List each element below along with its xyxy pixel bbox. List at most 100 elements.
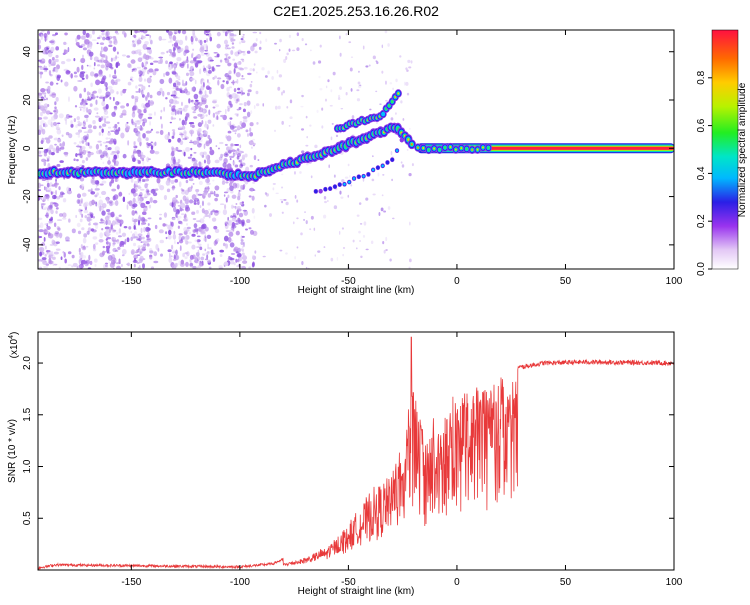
spectrogram-noise-speck: [80, 252, 84, 257]
spectrogram-noise-speck: [154, 68, 159, 72]
colorbar-tick-label-3: 0.6: [696, 118, 707, 132]
spectrogram-noise-speck: [54, 101, 57, 106]
spectrogram-noise-speck: [223, 261, 229, 267]
spectrogram-noise-speck: [181, 101, 183, 106]
spectrogram-noise-speck: [59, 232, 63, 239]
spectrogram-noise-speck: [372, 193, 376, 196]
spectrogram-ridge-cell: [323, 187, 328, 192]
spectrogram-noise-speck: [234, 51, 240, 57]
spectrogram-noise-speck: [58, 113, 64, 119]
spectrogram-noise-speck: [68, 115, 73, 118]
spectrogram-noise-speck: [408, 66, 412, 69]
spectrogram-noise-speck: [133, 43, 136, 48]
spectrogram-noise-speck: [50, 63, 56, 66]
spectrogram-noise-speck: [128, 63, 132, 69]
spectrogram-noise-speck: [241, 151, 244, 154]
spectrogram-noise-speck: [116, 91, 119, 95]
spectrogram-noise-speck: [90, 191, 96, 195]
spectrogram-noise-speck: [203, 123, 209, 128]
spectrogram-noise-speck: [335, 134, 339, 138]
spectrogram-noise-speck: [78, 140, 82, 144]
spectrogram-noise-speck: [108, 227, 111, 234]
spectrogram-ridge-cell: [433, 147, 436, 150]
spectrogram-noise-speck: [79, 218, 83, 223]
spectrogram-noise-speck: [78, 208, 82, 213]
spectrogram-noise-speck: [131, 111, 136, 118]
spectrogram-noise-speck: [52, 261, 55, 267]
spectrogram-noise-speck: [111, 151, 117, 154]
spectrogram-noise-speck: [39, 73, 42, 79]
spectrogram-noise-speck: [230, 239, 234, 242]
spectrogram-noise-speck: [175, 75, 181, 80]
spectrogram-noise-speck: [205, 178, 211, 184]
spectrogram-noise-speck: [118, 214, 122, 218]
spectrogram-noise-speck: [178, 181, 182, 188]
spectrogram-noise-speck: [207, 247, 212, 250]
spectrogram-noise-speck: [60, 143, 64, 147]
snr-x-tick-label-2: -50: [341, 577, 356, 588]
spectrogram-noise-speck: [43, 67, 49, 71]
spectrogram-noise-speck: [152, 70, 157, 76]
spectrogram-noise-speck: [278, 48, 281, 52]
spectrogram-noise-speck: [391, 217, 395, 220]
spectrogram-noise-speck: [92, 94, 96, 100]
spectrogram-noise-speck: [185, 204, 190, 209]
spectrogram-noise-speck: [138, 258, 143, 264]
spectrogram-noise-speck: [45, 209, 50, 216]
spectrogram-noise-speck: [339, 190, 342, 195]
spectrogram-noise-speck: [358, 84, 362, 89]
spectrogram-noise-speck: [149, 56, 151, 60]
spectrogram-ridge-cell: [394, 96, 397, 99]
spectrogram-noise-speck: [229, 260, 235, 265]
spectrogram-noise-speck: [182, 195, 187, 201]
spectrogram-noise-speck: [150, 101, 155, 105]
spectrogram-noise-speck: [48, 260, 54, 265]
spectrogram-noise-speck: [107, 132, 111, 136]
spectrogram-noise-speck: [86, 231, 89, 234]
spectrogram-noise-speck: [82, 30, 86, 36]
spectrogram-noise-speck: [38, 189, 42, 192]
spectrogram-noise-speck: [53, 251, 59, 255]
spectrogram-noise-speck: [301, 260, 304, 266]
spectrogram-noise-speck: [198, 243, 202, 246]
spectrogram-noise-speck: [149, 62, 154, 66]
spectrogram-noise-speck: [229, 155, 235, 158]
spectrogram-noise-speck: [98, 125, 102, 129]
spectrogram-noise-speck: [140, 216, 146, 222]
spectrogram-noise-speck: [387, 43, 390, 47]
spectrogram-noise-speck: [55, 54, 59, 59]
spectrogram-noise-speck: [146, 190, 150, 193]
spectrogram-ridge-cell: [376, 165, 380, 170]
spectrogram-noise-speck: [276, 69, 279, 74]
spectrogram-noise-speck: [114, 129, 120, 135]
spectrogram-noise-speck: [197, 201, 200, 205]
spectrogram-noise-speck: [83, 87, 87, 93]
spectrogram-noise-speck: [40, 196, 43, 201]
spectrogram-noise-speck: [75, 37, 78, 43]
snr-x-tick-label-4: 50: [560, 577, 572, 588]
spectrogram-noise-speck: [286, 52, 289, 56]
spectrogram-noise-speck: [405, 81, 409, 86]
spectrogram-noise-speck: [208, 109, 211, 116]
spectrogram-noise-speck: [150, 266, 155, 269]
spectrogram-noise-speck: [41, 260, 46, 264]
spectrogram-noise-speck: [165, 97, 168, 100]
spectrogram-noise-speck: [87, 142, 90, 147]
spectrogram-noise-speck: [68, 187, 72, 192]
spectrogram-noise-speck: [115, 62, 119, 68]
spectrogram-noise-speck: [197, 141, 200, 145]
spectrogram-noise-speck: [82, 123, 85, 126]
spectrogram-noise-speck: [337, 97, 341, 100]
spectrogram-noise-speck: [175, 249, 178, 256]
spectrogram-noise-speck: [215, 64, 221, 67]
spectrogram-noise-speck: [237, 258, 240, 263]
spectrogram-noise-speck: [137, 233, 143, 237]
spectrogram-noise-speck: [159, 213, 163, 216]
spectrogram-noise-speck: [99, 42, 105, 45]
spectrogram-noise-speck: [177, 127, 183, 130]
spectrogram-noise-speck: [325, 85, 328, 89]
spectrogram-noise-speck: [212, 100, 217, 104]
spectrogram-noise-speck: [87, 124, 93, 129]
spectrogram-noise-speck: [55, 210, 58, 214]
spectrogram-noise-speck: [236, 78, 239, 84]
